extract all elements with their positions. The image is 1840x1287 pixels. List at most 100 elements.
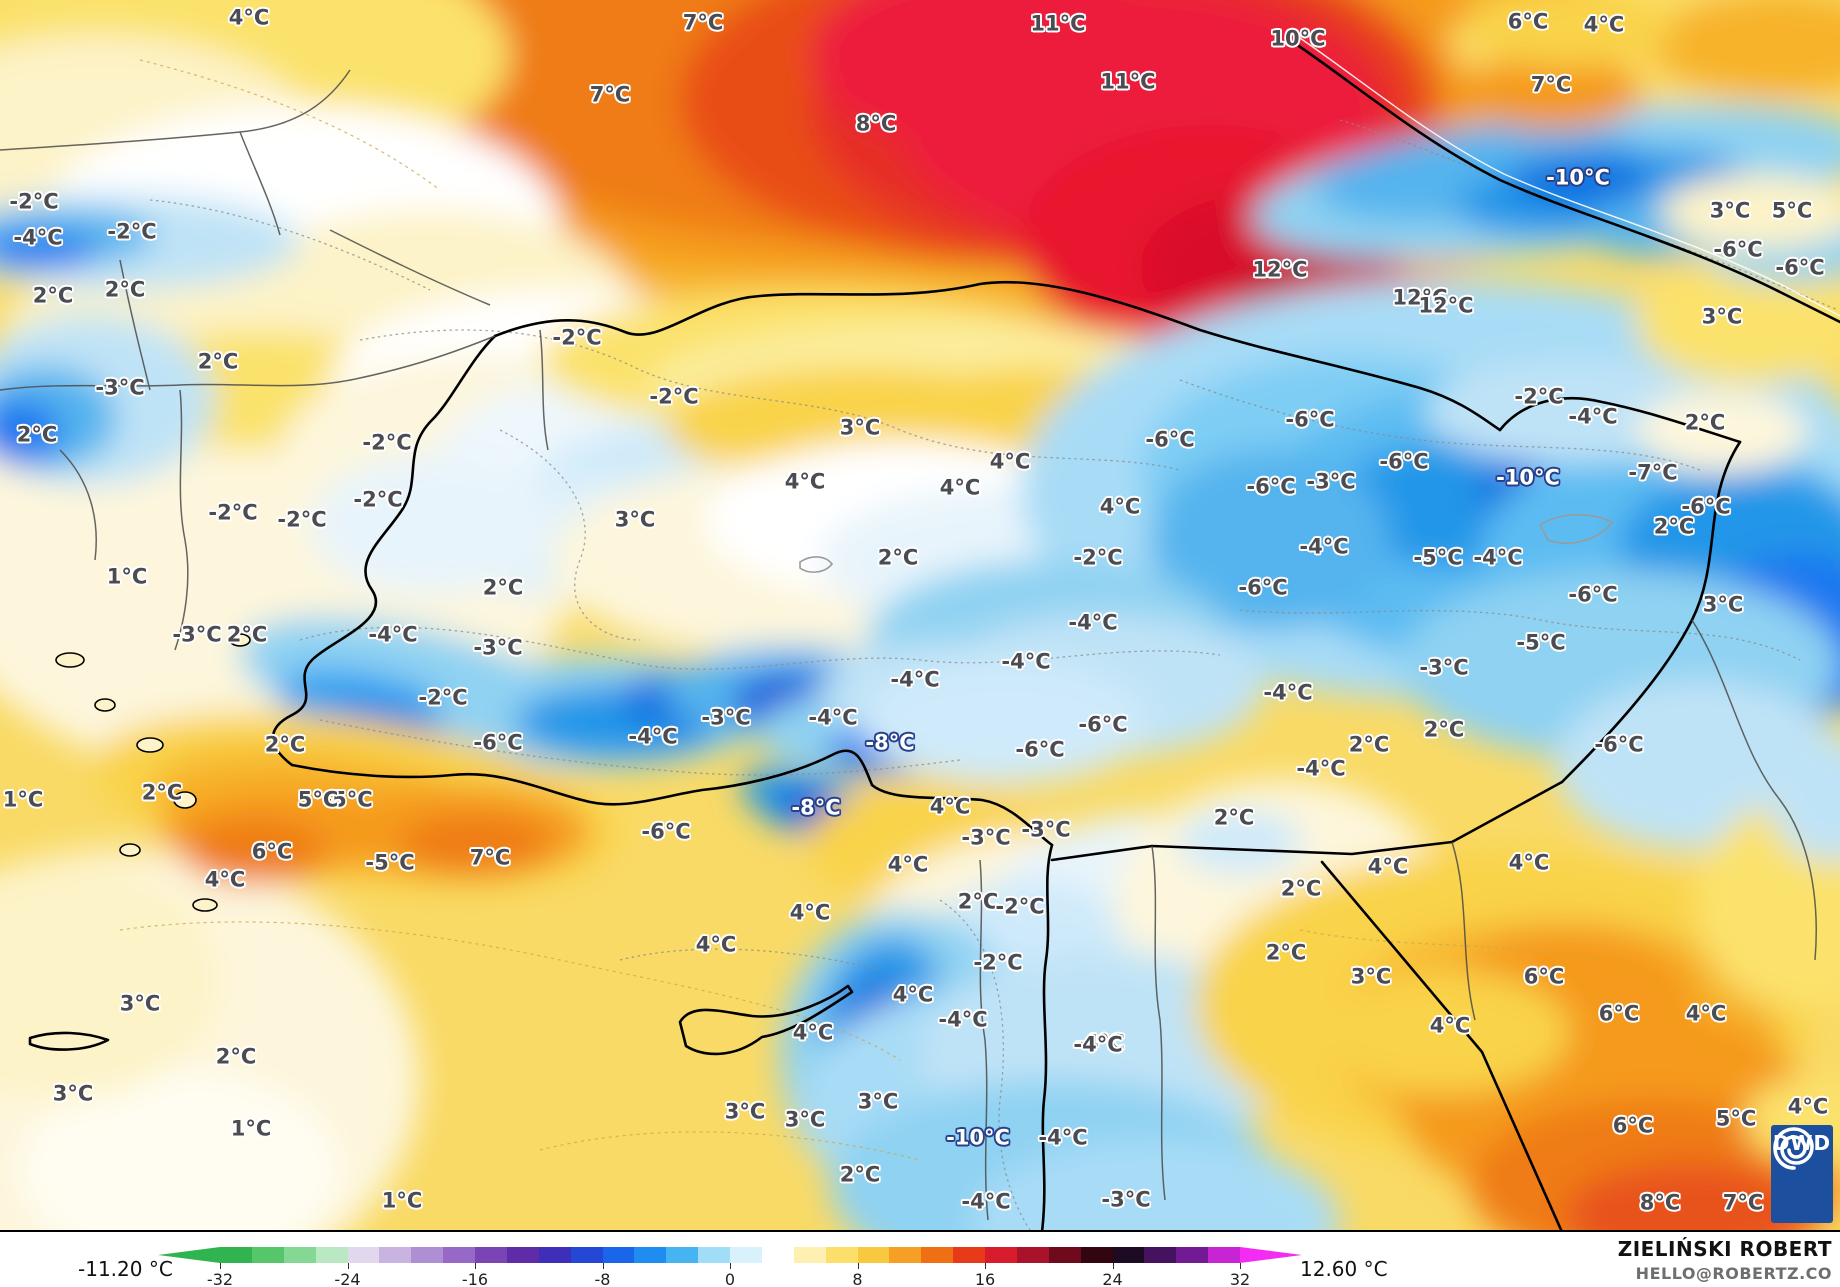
colorbar-segment <box>666 1247 699 1263</box>
colorbar-segment <box>761 1247 794 1263</box>
temp-label: -3°C <box>701 705 751 730</box>
colorbar-tick <box>857 1263 859 1269</box>
temp-label: 8°C <box>1639 1190 1681 1215</box>
temp-label: -4°C <box>1075 1030 1125 1055</box>
temp-label: -5°C <box>323 787 373 812</box>
temp-label: -6°C <box>473 730 523 755</box>
temp-label: 6°C <box>251 839 293 864</box>
temp-label: -2°C <box>208 500 258 525</box>
colorbar-segment <box>602 1247 635 1263</box>
temp-label: 3°C <box>119 991 161 1016</box>
temp-label: -4°C <box>1296 756 1346 781</box>
temp-label: -2°C <box>995 894 1045 919</box>
temp-label: -2°C <box>552 325 602 350</box>
temp-label: -5°C <box>1516 630 1566 655</box>
colorbar-tick-label: 16 <box>974 1270 996 1287</box>
temp-label: 4°C <box>1367 854 1409 879</box>
colorbar-segment <box>1208 1247 1240 1263</box>
temp-label: 6°C <box>1507 9 1549 34</box>
temp-label: 1°C <box>230 1116 272 1141</box>
temp-label: -4°C <box>1473 545 1523 570</box>
temp-label: 4°C <box>887 852 929 877</box>
colorbar-left-arrow <box>158 1247 220 1263</box>
colorbar-segment <box>1144 1247 1177 1263</box>
temp-label: -6°C <box>1379 449 1429 474</box>
colorbar-segment <box>570 1247 603 1263</box>
colorbar-segment <box>1112 1247 1145 1263</box>
temp-label: -4°C <box>890 667 940 692</box>
temp-label: 12°C <box>1392 285 1448 310</box>
temp-label: 4°C <box>1099 494 1141 519</box>
temperature-map: 4°C 7°C 7°C 8°C 11°C 11°C 10°C 6°C 4°C 7°C -10°C 3°… <box>0 0 1840 1232</box>
temp-label: -6°C <box>1681 494 1731 519</box>
temp-label: 4°C <box>695 932 737 957</box>
colorbar-tick <box>602 1263 604 1269</box>
temp-label: 7°C <box>1722 1190 1764 1215</box>
temp-label: -4°C <box>1568 404 1618 429</box>
colorbar-segment <box>315 1247 348 1263</box>
temp-label: 7°C <box>682 10 724 35</box>
temp-label: 2°C <box>957 889 999 914</box>
warm-contour-lines <box>119 59 1601 1161</box>
temp-label: 3°C <box>857 1089 899 1114</box>
colorbar-max-label: 12.60 °C <box>1300 1257 1388 1281</box>
temp-label: 11°C <box>1030 11 1086 36</box>
temp-label: -6°C <box>1568 582 1618 607</box>
temp-label: -6°C <box>1775 255 1825 280</box>
colorbar-tick-label: 8 <box>852 1270 863 1287</box>
colorbar-segment <box>220 1247 252 1263</box>
temp-label: -6°C <box>1015 737 1065 762</box>
temp-label: -2°C <box>353 487 403 512</box>
temp-label: -10°C <box>946 1125 1010 1150</box>
colorbar-segment <box>985 1247 1017 1263</box>
temp-label: -6°C <box>1713 237 1763 262</box>
colorbar-segment <box>730 1247 762 1263</box>
temp-label: 12°C <box>1252 257 1308 282</box>
colorbar-tick-label: -8 <box>594 1270 611 1287</box>
temp-label: 3°C <box>784 1107 826 1132</box>
ridge-highlight-line <box>1293 33 1840 317</box>
colorbar-segment <box>411 1247 444 1263</box>
aegean-islands <box>55 633 251 912</box>
temp-label: 2°C <box>1684 410 1726 435</box>
temp-label: 4°C <box>989 449 1031 474</box>
colorbar-segment <box>538 1247 571 1263</box>
colorbar-tick <box>220 1263 221 1269</box>
colorbar-segment <box>347 1247 380 1263</box>
temp-label: 8°C <box>855 111 897 136</box>
colorbar-segment <box>1048 1247 1081 1263</box>
colorbar-segment <box>283 1247 316 1263</box>
temp-label: -2°C <box>362 430 412 455</box>
temp-label: -2°C <box>649 384 699 409</box>
temp-label: 7°C <box>469 845 511 870</box>
temp-label: 2°C <box>16 422 58 447</box>
colorbar-segment <box>506 1247 539 1263</box>
temp-label: 6°C <box>1523 964 1565 989</box>
temp-label: 3°C <box>1350 964 1392 989</box>
temp-label: 2°C <box>1213 805 1255 830</box>
temp-label: 4°C <box>892 982 934 1007</box>
temp-label: 2°C <box>215 1044 257 1069</box>
colorbar-segment <box>953 1247 985 1263</box>
lake-outlines <box>799 514 1614 573</box>
colorbar-segment <box>698 1247 730 1263</box>
temp-label: 3°C <box>839 415 881 440</box>
temp-label: -6°C <box>1594 732 1644 757</box>
temp-label: -10°C <box>1546 165 1610 190</box>
temp-label: -4°C <box>1073 1032 1123 1057</box>
temp-label: -2°C <box>1073 545 1123 570</box>
colorbar-segment <box>634 1247 667 1263</box>
colorbar-tick <box>1240 1263 1241 1269</box>
footer: -32 -24 -16 -8 0 8 16 24 32 -11.20 °C 12.60 °C Z… <box>0 1232 1840 1287</box>
temp-label: 3°C <box>724 1099 766 1124</box>
temp-label: -6°C <box>1246 474 1296 499</box>
temp-label: 3°C <box>1709 198 1751 223</box>
colorbar-segment <box>793 1247 826 1263</box>
temp-label: 1°C <box>2 787 44 812</box>
colorbar-segment <box>251 1247 284 1263</box>
temp-label: -4°C <box>1299 534 1349 559</box>
temp-label: -3°C <box>1306 469 1356 494</box>
temp-label: 4°C <box>939 475 981 500</box>
temp-label: -4°C <box>1263 680 1313 705</box>
colorbar-tick-label: 24 <box>1102 1270 1123 1287</box>
